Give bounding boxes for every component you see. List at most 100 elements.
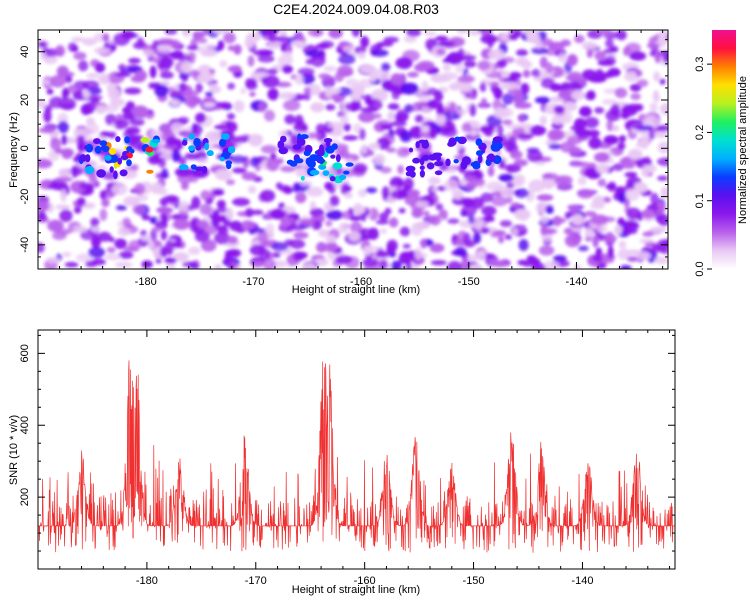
spectrogram-cell xyxy=(299,134,309,140)
spectrogram-cell xyxy=(268,34,278,42)
spectrogram-cell xyxy=(86,72,100,79)
spectrogram-cell xyxy=(407,189,421,198)
spectrogram-cell xyxy=(203,102,216,108)
spectrogram-cell xyxy=(467,214,475,224)
spectrogram-cell xyxy=(593,152,610,163)
spectrogram-cell xyxy=(403,177,414,191)
spectrogram-cell xyxy=(159,56,173,70)
spectrogram-cell xyxy=(115,136,121,143)
spectrogram-cell xyxy=(405,259,412,269)
spectrogram-cell xyxy=(154,84,169,98)
spectrogram-cell xyxy=(579,106,592,117)
spectrogram-cell xyxy=(318,73,331,80)
spectrogram-cell xyxy=(539,56,548,69)
spectrogram-cell xyxy=(82,37,97,46)
spectrogram-cell xyxy=(552,215,562,227)
spectrogram-cell xyxy=(134,183,146,196)
spectrogram-cell xyxy=(420,238,427,249)
spectrogram-cell xyxy=(514,208,531,221)
spectrogram-cell xyxy=(379,212,389,222)
spectrogram-cell xyxy=(221,133,230,140)
spectrogram-cell xyxy=(148,82,157,89)
spectrogram-cell xyxy=(241,171,258,181)
spectrogram-cell xyxy=(319,156,324,165)
spectrogram-cell xyxy=(486,154,495,161)
spectrogram-cell xyxy=(105,192,114,199)
spectrogram-cell xyxy=(38,201,50,213)
spectrogram-cell xyxy=(338,174,347,181)
spectrogram-cell xyxy=(226,162,232,170)
spectrogram-cell xyxy=(230,155,247,164)
spectrogram-cell xyxy=(156,187,168,195)
spectrogram-cell xyxy=(571,90,585,101)
spectrogram-cell xyxy=(603,135,619,145)
spectrogram-cell xyxy=(412,157,421,164)
spectrogram-cell xyxy=(429,126,437,139)
spectrogram-cell xyxy=(93,138,101,145)
spectrogram-cell xyxy=(199,203,212,216)
spectrogram-cell xyxy=(550,129,565,141)
spectrogram-cell xyxy=(227,82,236,90)
spectrogram-cell xyxy=(658,32,667,45)
spectrogram-cell xyxy=(252,49,271,56)
spectrogram-cell xyxy=(419,165,425,170)
spectrogram-cell xyxy=(428,176,441,185)
y-tick-label: -40 xyxy=(19,237,31,253)
spectrogram-cell xyxy=(67,42,78,53)
spectrogram-cell xyxy=(442,63,451,72)
spectrogram-cell xyxy=(513,92,524,105)
spectrogram-cell xyxy=(300,176,305,181)
spectrogram-cell xyxy=(184,152,199,160)
spectrogram-cell xyxy=(518,239,529,251)
spectrogram-cell xyxy=(84,165,95,175)
spectrogram-cell xyxy=(194,166,205,171)
spectrogram-cell xyxy=(128,57,141,64)
spectrogram-cell xyxy=(128,135,144,141)
spectrogram-cell xyxy=(325,220,333,227)
spectrogram-cell xyxy=(514,188,529,199)
spectrogram-cell xyxy=(621,228,638,235)
spectrogram-cell xyxy=(480,34,498,44)
spectrogram-cell xyxy=(584,167,598,178)
spectrogram-cell xyxy=(399,130,412,143)
spectrogram-cell xyxy=(494,142,503,150)
spectrogram-cell xyxy=(639,136,650,150)
spectrogram-cell xyxy=(140,229,147,237)
spectrogram-cell xyxy=(119,169,128,177)
spectrogram-cell xyxy=(46,88,54,95)
spectrogram-cell xyxy=(461,122,472,133)
spectrogram-cell xyxy=(192,31,205,39)
spectrogram-cell xyxy=(55,204,71,210)
spectrogram-cell xyxy=(161,168,169,179)
spectrogram-cell xyxy=(400,82,419,95)
spectrogram-cell xyxy=(477,60,491,71)
spectrogram-cell xyxy=(541,172,559,180)
spectrogram-cell xyxy=(429,243,445,253)
spectrogram-cell xyxy=(558,53,567,64)
spectrogram-cell xyxy=(132,105,149,119)
spectrogram-cell xyxy=(573,118,587,130)
spectrogram-cell xyxy=(586,90,596,101)
spectrogram-cell xyxy=(57,120,69,134)
spectrogram-cell xyxy=(468,91,475,100)
spectrogram-cell xyxy=(202,96,216,104)
spectrogram-cell xyxy=(434,35,448,42)
spectrogram-cell xyxy=(607,67,621,77)
spectrogram-cell xyxy=(423,210,430,216)
spectrogram-cell xyxy=(282,186,293,194)
spectrogram-cell xyxy=(227,235,238,244)
spectrogram-cell xyxy=(345,162,354,167)
spectrogram-cell xyxy=(448,82,461,91)
spectrogram-cell xyxy=(247,55,255,67)
spectrogram-y-label: Frequency (Hz) xyxy=(8,112,20,188)
spectrogram-cell xyxy=(244,37,255,49)
spectrogram-cell xyxy=(225,179,236,186)
spectrogram-cell xyxy=(334,97,341,104)
colorbar-tick-label: 0.3 xyxy=(694,56,706,71)
spectrogram-cell xyxy=(480,97,488,108)
spectrogram-cell xyxy=(499,220,512,228)
spectrogram-cell xyxy=(412,221,431,230)
spectrogram-cell xyxy=(301,124,308,133)
spectrogram-cell xyxy=(96,169,106,178)
spectrogram-cell xyxy=(225,208,234,221)
